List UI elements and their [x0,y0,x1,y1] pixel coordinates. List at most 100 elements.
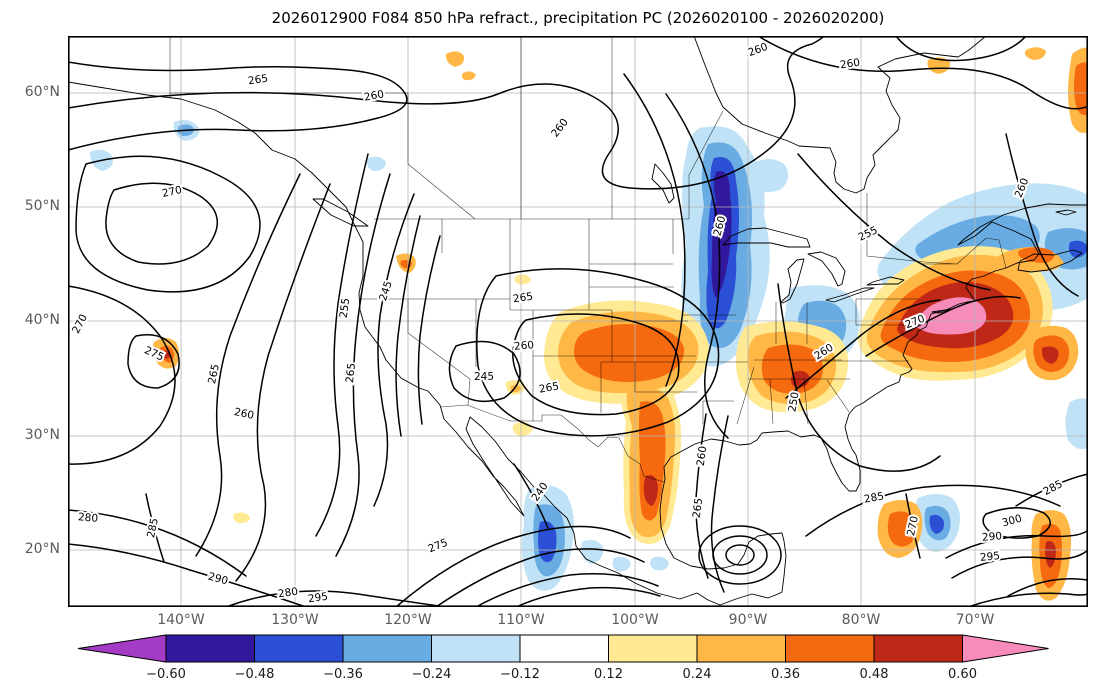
contour-line [982,507,1051,539]
shade-region [514,274,531,285]
contour-value-label: 250 [786,391,801,413]
contour-line [127,334,180,389]
contour-value-label: 260 [549,116,571,139]
lon-tick-label: 70°W [955,612,995,628]
colorbar-tick-label: 0.36 [771,667,800,682]
colorbar-tick-label: 0.24 [682,667,712,682]
contour-line [710,415,729,593]
lon-tick-label: 100°W [611,612,659,628]
shade-region [1024,47,1046,60]
contour-value-label: 280 [77,511,98,525]
contour-value-label: 275 [426,537,449,556]
shade-region [711,170,732,298]
lake-michigan [780,258,805,304]
contour-line [476,268,720,437]
shade-region [461,71,476,81]
vancouver-island [312,198,369,227]
shade-region [612,556,631,572]
lat-tick-label: 50°N [24,198,60,214]
contour-line [225,590,447,607]
contour-line [68,61,408,151]
anticosti-island [1055,209,1077,216]
shade-region [915,297,987,335]
lat-tick-label: 60°N [24,84,60,100]
lat-tick-label: 20°N [24,541,60,557]
contour-line [335,173,391,557]
shade-region [445,51,465,67]
contour-value-label: 300 [1001,513,1023,530]
lon-tick-label: 90°W [728,612,768,628]
colorbar-tick-label: −0.24 [411,667,452,682]
contour-line [417,235,441,425]
contour-value-label: 295 [307,591,329,606]
colorbar-below-arrow [77,634,167,663]
shade-region [749,159,789,192]
contour-value-label: 260 [513,339,534,353]
coastline-north-america [68,81,1088,606]
contour-line [777,283,941,472]
contour-line [395,525,631,607]
lat-tick-label: 40°N [24,312,60,328]
shade-region [650,556,669,571]
colorbar-segment [696,634,786,663]
colorbar-tick-label: −0.48 [234,667,275,682]
contour-line [725,544,755,566]
shade-region [1074,62,1088,115]
contour-value-label: 290 [981,530,1002,544]
contour-value-label: 260 [363,88,385,103]
contour-value-label: 260 [747,41,770,59]
contour-line [895,36,1027,62]
contour-value-label: 255 [856,224,879,243]
contour-line [805,484,1061,537]
contour-line [797,153,991,291]
lake-winnipeg [651,163,675,204]
contour-line [512,313,680,416]
colorbar-tick-label: 0.48 [859,667,889,682]
contour-line [905,493,921,559]
shade-region [929,514,945,534]
contour-line [513,463,549,529]
contour-line [68,36,825,190]
shade-region [887,511,915,547]
shade-region [366,156,386,171]
contour-value-label: 260 [839,57,861,72]
contour-value-label: 290 [207,571,229,588]
nova-scotia [1017,249,1083,273]
contour-line [967,592,1088,607]
lon-tick-label: 130°W [271,612,319,628]
contour-value-label: 265 [344,362,358,383]
colorbar [77,634,1049,663]
colorbar-segment [519,634,609,663]
contour-line [865,295,1021,357]
shade-region [512,422,533,436]
colorbar-tick-labels: −0.60 −0.48 −0.36 −0.24 −0.12 0.12 0.24 0.36 0.4… [0,667,1105,687]
colorbar-segment [608,634,698,663]
contour-line [712,535,768,575]
contour-line [515,586,661,607]
lon-tick-label: 80°W [841,612,881,628]
lake-huron [807,251,846,287]
contour-line [373,193,415,507]
contour-line [235,183,331,582]
state-province-borders [169,36,1007,425]
shade-region [1018,247,1054,263]
contour-value-label: 280 [277,586,299,601]
contour-value-label: 255 [338,297,353,319]
colorbar-tick-label: 0.12 [594,667,623,682]
contour-line [1007,577,1088,597]
contour-line [75,155,261,293]
map-frame [68,36,1088,607]
contour-value-label: 265 [691,497,706,519]
contour-value-label: 245 [474,371,494,383]
shade-region [1065,398,1088,449]
lon-tick-label: 140°W [157,612,205,628]
political-borders [169,36,1007,483]
shade-region [1045,541,1056,568]
shade-region [581,539,604,564]
contour-value-label: 265 [538,380,560,395]
contour-value-label: 285 [1041,478,1064,498]
contour-line [315,153,369,537]
contour-line [623,73,686,387]
contour-line [105,182,219,265]
